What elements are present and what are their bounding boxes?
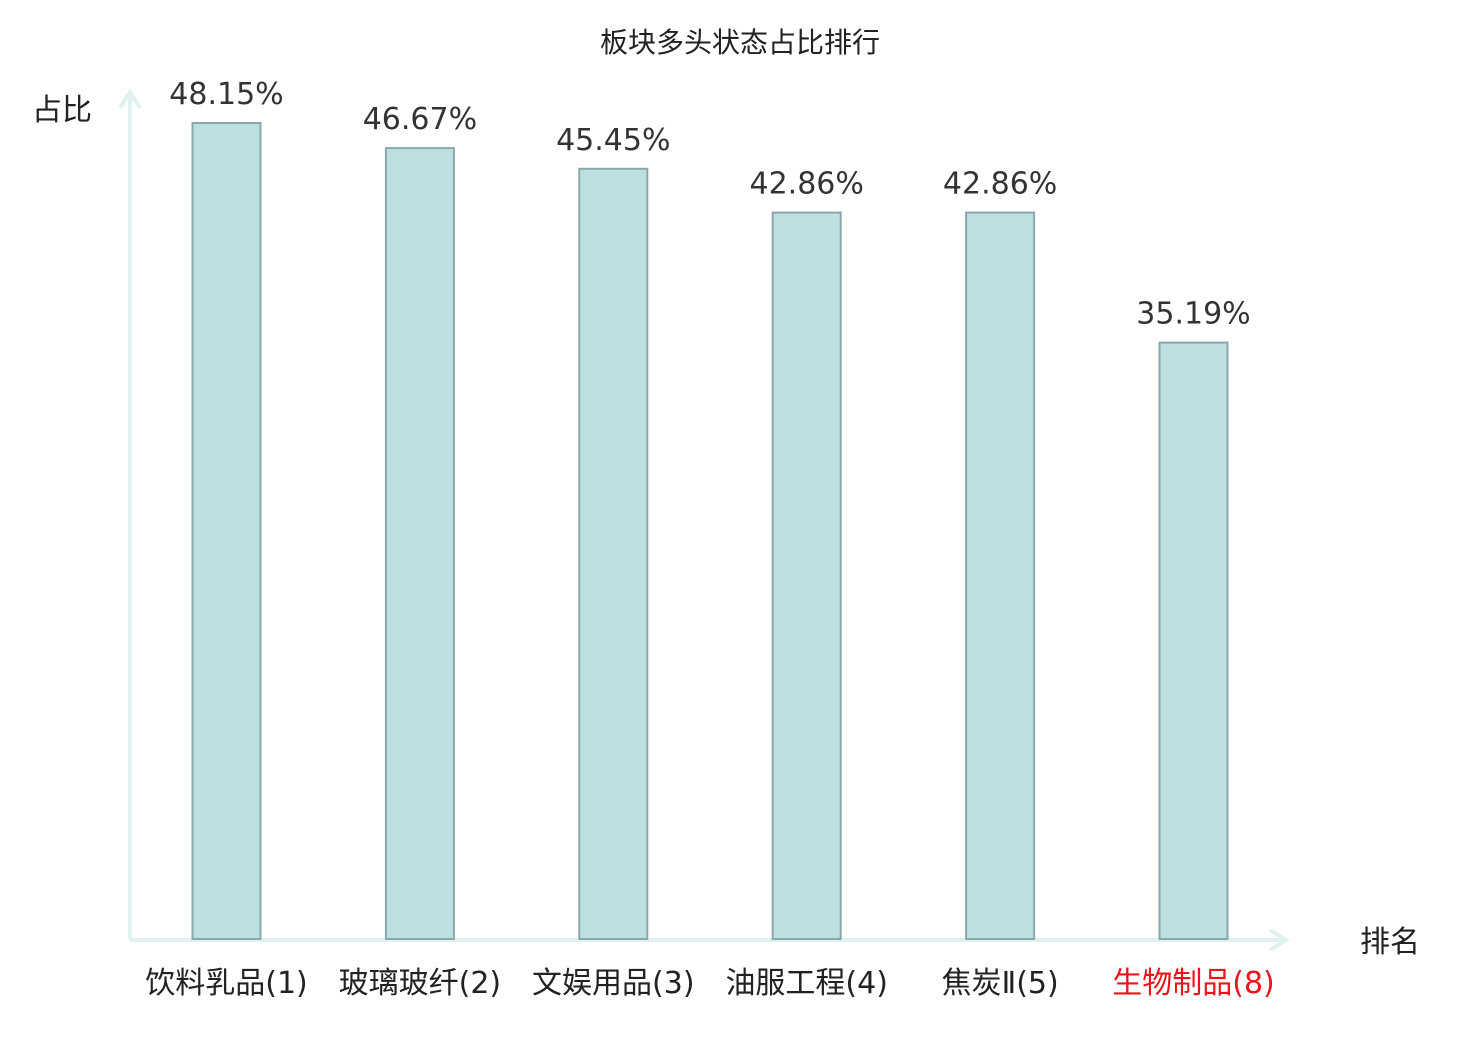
bar [771, 211, 842, 941]
bar [1158, 341, 1229, 941]
bar [191, 122, 262, 940]
category-label: 饮料乳品(1) [145, 966, 308, 1001]
category-label: 玻璃玻纤(2) [339, 966, 502, 1001]
category-labels-group: 饮料乳品(1) 玻璃玻纤(2) 文娱用品(3) 油服工程(4) 焦炭Ⅱ(5) 生物制品(8… [145, 966, 1275, 1001]
bar [578, 167, 649, 941]
value-label: 46.67% [363, 102, 477, 137]
category-label: 生物制品(8) [1112, 966, 1275, 1001]
value-labels-group: 48.15% 46.67% 45.45% 42.86% 42.86% 35.19% [169, 77, 1250, 332]
value-label: 45.45% [556, 123, 670, 158]
chart-title: 板块多头状态占比排行 [600, 26, 880, 59]
axes [118, 88, 1290, 952]
y-axis-arrow [118, 88, 142, 110]
bar [965, 211, 1036, 941]
value-label: 48.15% [169, 77, 283, 112]
y-axis-label: 占比 [32, 93, 92, 128]
value-label: 42.86% [750, 167, 864, 202]
bars-group [191, 122, 1229, 941]
value-label: 35.19% [1136, 297, 1250, 332]
category-label: 焦炭Ⅱ(5) [941, 966, 1058, 1001]
category-label: 文娱用品(3) [532, 966, 695, 1001]
category-label: 油服工程(4) [725, 966, 888, 1001]
bar [384, 147, 455, 941]
x-axis-arrow [1268, 928, 1290, 952]
x-axis-label: 排名 [1360, 925, 1420, 960]
value-label: 42.86% [943, 167, 1057, 202]
